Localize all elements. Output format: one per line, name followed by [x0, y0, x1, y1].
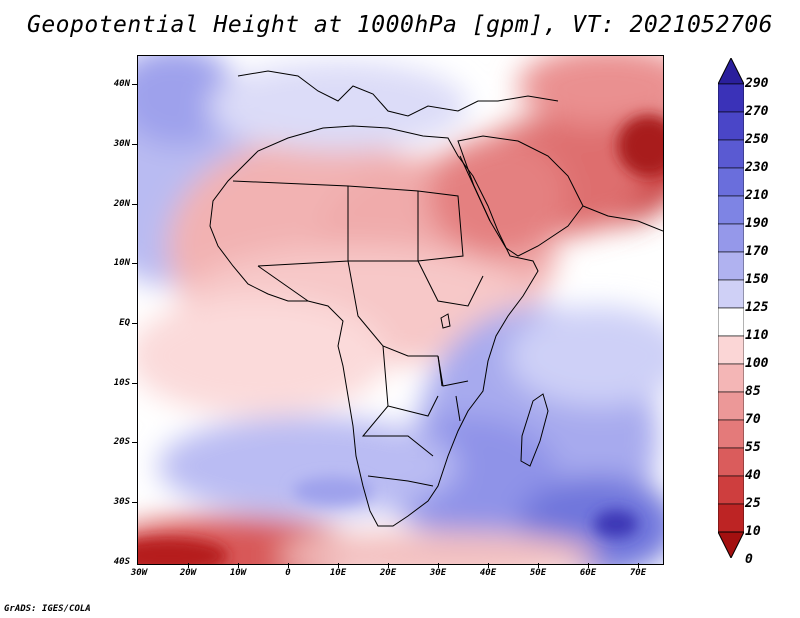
y-tick-label: 40N [113, 79, 130, 89]
colorbar-label: 40 [745, 468, 761, 483]
colorbar-segment [718, 531, 744, 558]
y-tick [132, 442, 137, 443]
colorbar-label: 110 [745, 328, 769, 343]
colorbar-label: 70 [745, 412, 761, 427]
colorbar-segment [718, 83, 744, 113]
colorbar-label: 0 [745, 552, 753, 567]
colorbar-segment [718, 111, 744, 141]
y-tick [132, 204, 137, 205]
colorbar-segment [718, 475, 744, 505]
colorbar-segment [718, 447, 744, 477]
x-tick [438, 563, 439, 568]
colorbar-label: 100 [745, 356, 769, 371]
x-tick [238, 563, 239, 568]
colorbar-segment [718, 335, 744, 365]
colorbar-segment [718, 391, 744, 421]
colorbar-segment [718, 307, 744, 337]
colorbar-label: 55 [745, 440, 761, 455]
geopotential-map [138, 56, 663, 564]
colorbar-segment [718, 419, 744, 449]
x-tick-label: 10W [229, 568, 247, 578]
colorbar-label: 150 [745, 272, 769, 287]
y-tick-label: 30S [113, 497, 130, 507]
colorbar-label: 210 [745, 188, 769, 203]
colorbar-segment [718, 167, 744, 197]
x-tick-label: 30W [130, 568, 148, 578]
x-tick [538, 563, 539, 568]
colorbar-label: 125 [745, 300, 769, 315]
y-tick [132, 84, 137, 85]
colorbar-label: 270 [745, 104, 769, 119]
colorbar-segment [718, 251, 744, 281]
y-tick [132, 502, 137, 503]
x-tick-label: 60E [579, 568, 597, 578]
x-tick [388, 563, 389, 568]
chart-title: Geopotential Height at 1000hPa [gpm], VT… [26, 12, 774, 38]
x-tick-label: 70E [629, 568, 647, 578]
x-tick-label: 50E [529, 568, 547, 578]
colorbar-label: 230 [745, 160, 769, 175]
y-tick [132, 144, 137, 145]
colorbar-segment [718, 58, 744, 85]
colorbar-segment [718, 503, 744, 533]
y-tick [132, 383, 137, 384]
colorbar-label: 250 [745, 132, 769, 147]
colorbar-label: 170 [745, 244, 769, 259]
y-tick [132, 323, 137, 324]
x-tick-label: 0 [285, 568, 291, 578]
x-tick-label: 20E [379, 568, 397, 578]
x-tick [588, 563, 589, 568]
y-tick [132, 263, 137, 264]
y-tick-label: EQ [119, 318, 130, 328]
map-panel [137, 55, 664, 565]
x-tick [338, 563, 339, 568]
x-tick [638, 563, 639, 568]
colorbar-label: 85 [745, 384, 761, 399]
colorbar-segment [718, 363, 744, 393]
x-tick [488, 563, 489, 568]
colorbar-label: 25 [745, 496, 761, 511]
colorbar-segment [718, 139, 744, 169]
y-tick-label: 30N [113, 139, 130, 149]
y-tick-label: 10S [113, 378, 130, 388]
colorbar-segment [718, 223, 744, 253]
x-tick-label: 10E [329, 568, 347, 578]
footer-credit: GrADS: IGES/COLA [4, 604, 91, 614]
x-tick [288, 563, 289, 568]
colorbar-label: 290 [745, 76, 769, 91]
colorbar-segment [718, 279, 744, 309]
colorbar-label: 190 [745, 216, 769, 231]
coastlines [209, 70, 663, 527]
y-tick-label: 10N [113, 258, 130, 268]
colorbar [718, 58, 744, 558]
x-tick-label: 20W [179, 568, 197, 578]
height-field [138, 56, 663, 564]
colorbar-label: 10 [745, 524, 761, 539]
x-tick-label: 40E [479, 568, 497, 578]
y-tick-label: 20S [113, 437, 130, 447]
x-tick [188, 563, 189, 568]
y-tick-label: 20N [113, 199, 130, 209]
x-tick-label: 30E [429, 568, 447, 578]
colorbar-segment [718, 195, 744, 225]
y-tick-label: 40S [113, 557, 130, 567]
